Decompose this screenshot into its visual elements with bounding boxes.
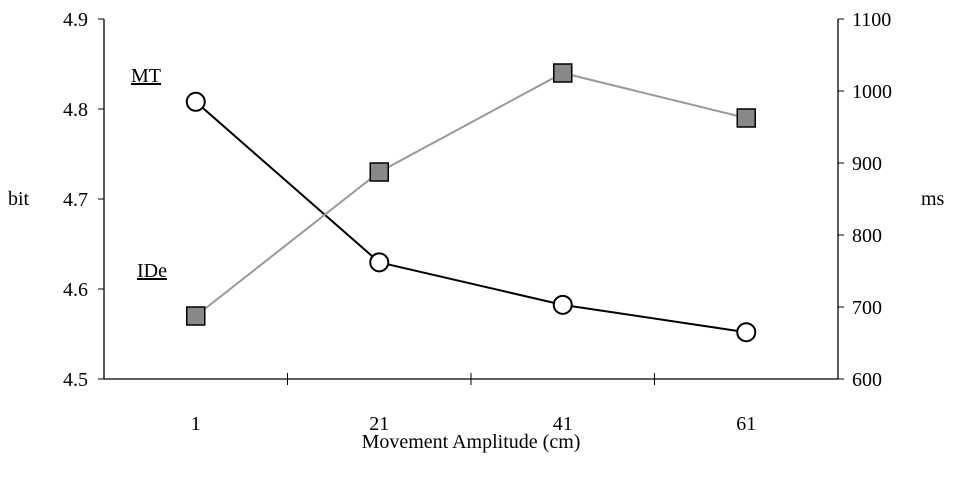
right-axis-title: ms [921,188,945,210]
right-y-tick-label: 700 [852,297,882,319]
left-y-tick-label: 4.8 [63,99,88,121]
x-tick-label: 61 [736,413,756,435]
data-point-mt [552,294,573,315]
left-y-tick-label: 4.9 [63,9,88,31]
data-point-ide [369,162,389,182]
series-markers [185,63,757,343]
left-y-tick-label: 4.7 [63,189,88,211]
data-point-ide [553,63,573,83]
series-label-ide: IDe [137,260,167,282]
data-point-ide [186,306,206,326]
x-tick-label: 41 [553,413,573,435]
series-line-mt [195,101,747,334]
data-point-mt [185,91,206,112]
right-y-tick-label: 1000 [852,81,892,103]
right-y-tick-label: 800 [852,225,882,247]
data-point-mt [369,252,390,273]
right-y-tick-label: 900 [852,153,882,175]
labels: MT IDe bit ms Movement Amplitude (cm) [8,65,945,453]
series-label-mt: MT [131,65,161,87]
left-y-tick-label: 4.6 [63,279,88,301]
left-y-tick-label: 4.5 [63,369,88,391]
left-axis-title: bit [8,188,30,210]
series-lines [195,71,747,334]
right-y-tick-label: 1100 [852,9,891,31]
data-point-mt [736,322,757,343]
x-axis-title: Movement Amplitude (cm) [362,431,581,453]
ticks: 1 21 41 61 4.5 4.6 4.7 4.8 4.9 600 700 800 900 1000 11… [63,9,892,435]
x-tick-label: 1 [191,413,201,435]
x-tick-label: 21 [369,413,389,435]
axes [103,19,839,380]
series-line-ide [195,71,747,317]
data-point-ide [736,108,756,128]
right-y-tick-label: 600 [852,369,882,391]
